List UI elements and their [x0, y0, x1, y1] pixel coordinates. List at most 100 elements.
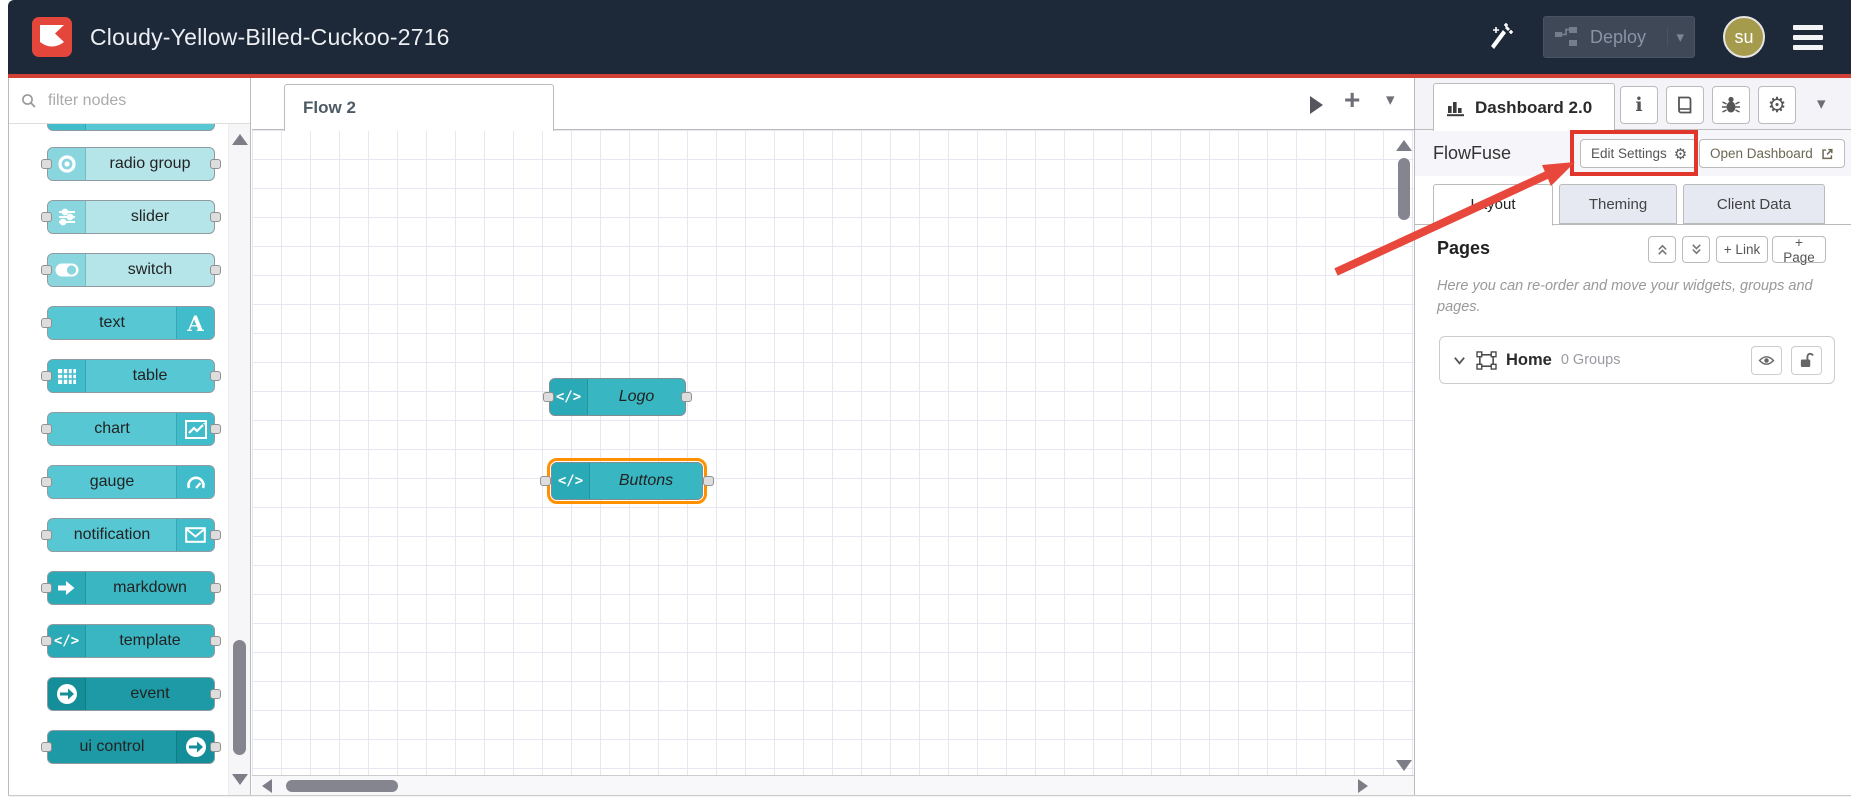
sidebar-caret-icon[interactable]: ▾ [1817, 94, 1826, 113]
workspace-grid[interactable]: </> Logo </> Buttons [252, 130, 1414, 775]
palette-scroll-thumb[interactable] [233, 640, 246, 755]
page-groups-count: 0 Groups [1560, 352, 1621, 368]
palette-node-label: ui control [79, 738, 145, 755]
main-menu-button[interactable] [1793, 24, 1823, 50]
node-output-port[interactable] [210, 583, 221, 593]
node-input-port[interactable] [41, 265, 52, 275]
node-input-port[interactable] [41, 636, 52, 646]
palette-scrollbar[interactable] [228, 124, 250, 795]
node-input-port[interactable] [41, 371, 52, 381]
node-output-port[interactable] [210, 689, 221, 699]
flow-canvas[interactable]: Flow 2 + ▾ </> Logo </> Buttons [252, 78, 1414, 795]
flow-list-caret-icon[interactable]: ▾ [1386, 90, 1395, 109]
node-input-port[interactable] [41, 212, 52, 222]
info-icon: i [1635, 94, 1643, 116]
canvas-horizontal-scrollbar[interactable] [252, 775, 1414, 795]
node-input-port[interactable] [41, 477, 52, 487]
scroll-up-arrow[interactable] [232, 134, 248, 145]
node-output-port[interactable] [210, 424, 221, 434]
toggle-switch-icon [48, 254, 86, 286]
node-palette: radio group slider switch [8, 78, 251, 795]
flow-node-logo[interactable]: </> Logo [543, 378, 692, 416]
palette-node-notification[interactable]: notification [41, 518, 221, 552]
palette-node-ui-control[interactable]: ui control [41, 730, 221, 764]
node-output-port[interactable] [210, 159, 221, 169]
page-row-home[interactable]: Home 0 Groups [1439, 336, 1835, 384]
node-output-port[interactable] [681, 392, 692, 402]
deploy-caret-icon[interactable]: ▾ [1667, 28, 1684, 46]
deploy-button[interactable]: Deploy ▾ [1543, 16, 1695, 58]
arrow-right-icon [48, 572, 86, 604]
palette-node-event[interactable]: event [47, 677, 221, 711]
open-dashboard-button[interactable]: Open Dashboard [1699, 139, 1845, 168]
node-output-port[interactable] [210, 371, 221, 381]
help-docs-button[interactable] [1666, 86, 1704, 124]
palette-node-chart[interactable]: chart [41, 412, 221, 446]
palette-node-table[interactable]: table [41, 359, 221, 393]
flow-tab[interactable]: Flow 2 [284, 84, 554, 131]
search-icon [22, 93, 36, 108]
page-lock-button[interactable] [1791, 345, 1822, 375]
info-button[interactable]: i [1620, 86, 1658, 124]
radio-button-icon [48, 148, 86, 180]
envelope-icon [176, 519, 214, 551]
palette-node-label: radio group [109, 155, 191, 172]
chevron-down-icon[interactable] [1452, 354, 1467, 367]
search-input[interactable] [46, 90, 216, 111]
move-down-button[interactable] [1682, 236, 1710, 263]
add-page-button[interactable]: + Page [1772, 235, 1826, 265]
add-flow-button[interactable]: + [1344, 84, 1361, 115]
palette-search-box[interactable] [9, 78, 250, 124]
magic-wand-icon[interactable] [1483, 21, 1515, 53]
move-up-button[interactable] [1648, 236, 1676, 263]
scroll-down-arrow[interactable] [1396, 760, 1412, 771]
tab-dashboard[interactable]: Dashboard 2.0 [1433, 83, 1615, 131]
node-output-port[interactable] [210, 530, 221, 540]
palette-node-markdown[interactable]: markdown [41, 571, 221, 605]
palette-node-text[interactable]: A text [41, 306, 215, 340]
node-output-port[interactable] [210, 265, 221, 275]
user-avatar[interactable]: su [1723, 16, 1765, 58]
palette-node-slider[interactable]: slider [41, 200, 221, 234]
tab-theming[interactable]: Theming [1559, 184, 1677, 224]
palette-node-template[interactable]: </> template [41, 624, 221, 658]
add-link-button[interactable]: + Link [1716, 236, 1768, 263]
page-visibility-button[interactable] [1751, 345, 1782, 375]
node-input-port[interactable] [543, 392, 554, 402]
node-output-port[interactable] [210, 212, 221, 222]
node-output-port[interactable] [210, 742, 221, 752]
flow-node-buttons[interactable]: </> Buttons [540, 458, 714, 504]
scroll-up-arrow[interactable] [1396, 140, 1412, 151]
node-input-port[interactable] [41, 742, 52, 752]
book-icon [1678, 96, 1692, 114]
canvas-vertical-scrollbar[interactable] [1396, 134, 1412, 771]
palette-node-radio-group[interactable]: radio group [41, 147, 221, 181]
palette-node-gauge[interactable]: gauge [41, 465, 215, 499]
edit-settings-button[interactable]: Edit Settings ⚙ [1580, 139, 1699, 168]
canvas-hscroll-thumb[interactable] [286, 780, 398, 792]
scroll-down-arrow[interactable] [232, 774, 248, 785]
node-input-port[interactable] [41, 318, 52, 328]
code-icon: </> [48, 625, 86, 657]
scroll-left-arrow[interactable] [262, 779, 272, 793]
palette-node-switch[interactable]: switch [41, 253, 221, 287]
node-input-port[interactable] [41, 583, 52, 593]
chevron-double-up-icon [1657, 244, 1667, 255]
canvas-vscroll-thumb[interactable] [1398, 158, 1410, 220]
node-input-port[interactable] [41, 530, 52, 540]
tab-dashboard-label: Dashboard 2.0 [1475, 97, 1593, 117]
palette-node-label: template [119, 632, 181, 649]
open-flow-list-icon[interactable] [1310, 96, 1323, 114]
debug-button[interactable] [1712, 86, 1750, 124]
settings-button[interactable]: ⚙ [1758, 86, 1796, 124]
scroll-right-arrow[interactable] [1358, 779, 1368, 793]
tab-layout[interactable]: Layout [1433, 184, 1553, 226]
flow-node-label: Logo [618, 388, 655, 405]
palette-node-partial[interactable] [47, 124, 215, 131]
node-input-port[interactable] [540, 476, 551, 486]
node-output-port[interactable] [703, 476, 714, 486]
node-output-port[interactable] [210, 636, 221, 646]
tab-client-data[interactable]: Client Data [1683, 184, 1825, 224]
node-input-port[interactable] [41, 424, 52, 434]
node-input-port[interactable] [41, 159, 52, 169]
